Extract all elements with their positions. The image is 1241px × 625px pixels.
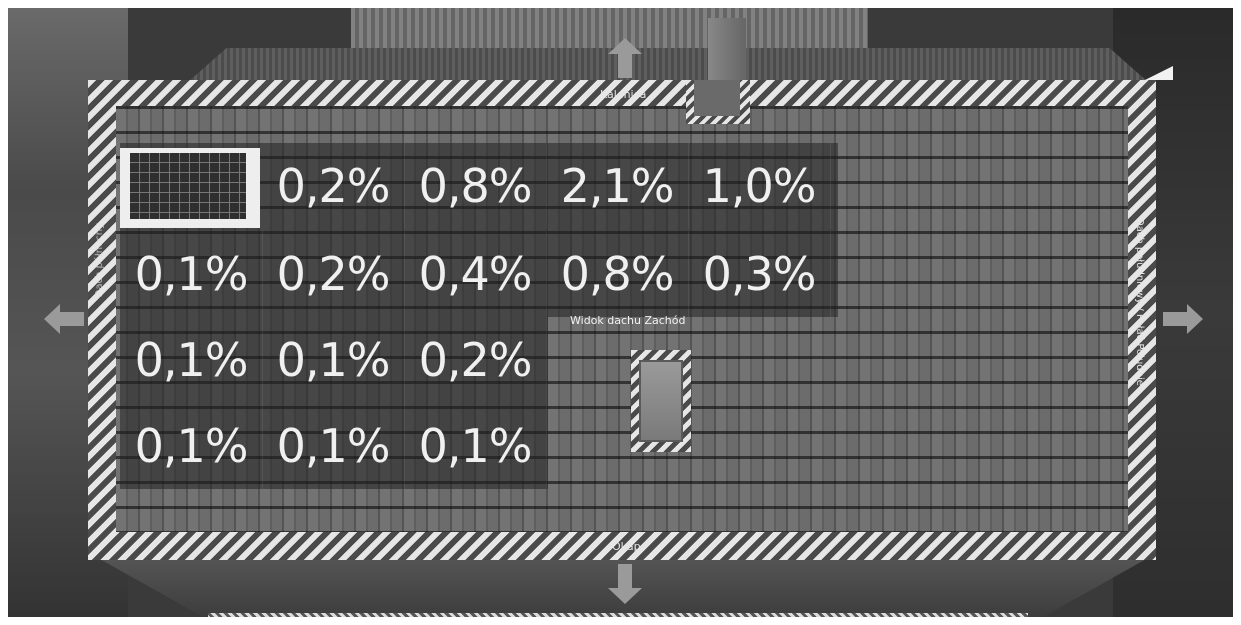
roof-window-obstacle[interactable]	[631, 350, 691, 452]
arrow-right-icon[interactable]	[1163, 304, 1203, 334]
shade-cell-r3c2[interactable]: 0,1%	[262, 317, 405, 403]
shade-cell-r1c3[interactable]: 0,8%	[404, 143, 547, 229]
arrow-left-icon[interactable]	[44, 304, 84, 334]
arrow-down-icon[interactable]	[608, 564, 642, 604]
shade-cell-r1c2[interactable]: 0,2%	[262, 143, 405, 229]
shade-cell-r1c5[interactable]: 1,0%	[688, 143, 831, 229]
chimney-obstacle[interactable]	[686, 80, 750, 124]
eave-label: Okap	[612, 540, 641, 553]
shade-cell-r2c3[interactable]: 0,4%	[404, 231, 547, 317]
shade-cell-r2c5[interactable]: 0,3%	[688, 231, 831, 317]
shade-cell-r3c3[interactable]: 0,2%	[404, 317, 547, 403]
view-title: Widok dachu Zachód	[570, 314, 686, 327]
shade-cell-r4c1[interactable]: 0,1%	[120, 403, 263, 489]
shade-cell-r4c2[interactable]: 0,1%	[262, 403, 405, 489]
shade-cell-r1c4[interactable]: 2,1%	[546, 143, 689, 229]
solar-panel-icon[interactable]	[120, 148, 260, 228]
adjacent-roof-left-label: Dach północny	[94, 223, 105, 297]
shade-cell-r3c1[interactable]: 0,1%	[120, 317, 263, 403]
roof-viewer: 0,2% 0,8% 2,1% 1,0% 0,1% 0,2% 0,4% 0,8% …	[8, 8, 1233, 617]
shade-cell-r4c3[interactable]: 0,1%	[404, 403, 547, 489]
background-eave	[188, 48, 1148, 82]
shade-cell-r2c2[interactable]: 0,2%	[262, 231, 405, 317]
adjacent-roof-right-label: Dach południowy / Połać Południe	[1134, 218, 1145, 386]
bottom-gutter-strip	[208, 613, 1028, 617]
arrow-up-icon[interactable]	[608, 38, 642, 78]
shade-cell-r2c1[interactable]: 0,1%	[120, 231, 263, 317]
shade-cell-r2c4[interactable]: 0,8%	[546, 231, 689, 317]
ridge-label: Kalenica	[600, 88, 646, 101]
corner-marker	[1145, 66, 1173, 80]
